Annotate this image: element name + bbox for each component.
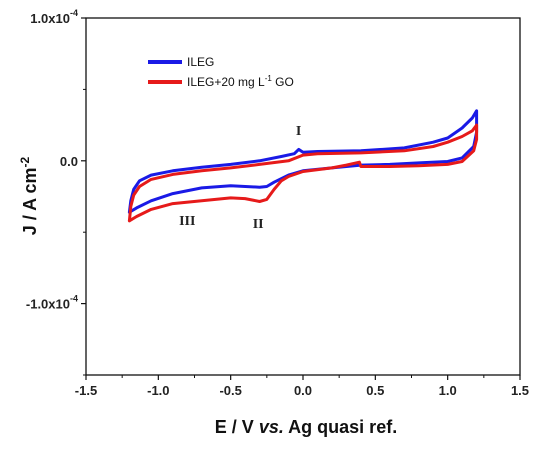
x-tick-label: -0.5 <box>219 383 241 398</box>
annotation-label: III <box>179 214 195 229</box>
x-tick-label: 0.0 <box>294 383 312 398</box>
y-tick-label-sup: -4 <box>70 294 78 304</box>
y-tick-label: -1.0x10-4 <box>26 294 78 312</box>
legend-label: ILEG <box>187 55 214 69</box>
legend-label-tail: GO <box>272 75 294 89</box>
y-tick-label: 0.0 <box>60 154 78 169</box>
x-axis-title-part-3: Ag quasi ref. <box>284 417 397 437</box>
x-axis-title-part-1: E / V <box>215 417 259 437</box>
annotation-label: II <box>253 217 264 232</box>
legend-label: ILEG+20 mg L-1 GO <box>187 74 294 89</box>
x-tick-label: 0.5 <box>366 383 384 398</box>
axis-ticks: -1.5 -1.0 -0.5 0.0 0.5 1.0 1.51.0x10-40.0-1.0x… <box>26 8 529 398</box>
series-group <box>127 109 479 223</box>
legend-label-main: ILEG <box>187 55 214 69</box>
y-tick-label-main: -1.0x10 <box>26 297 70 312</box>
legend: ILEG ILEG+20 mg L-1 GO <box>148 55 294 89</box>
legend-label-main: ILEG+20 mg L <box>187 75 265 89</box>
y-axis-title: J / A cm-2 <box>18 156 40 235</box>
x-axis-title: E / V vs. Ag quasi ref. <box>215 417 397 437</box>
x-tick-label: -1.5 <box>75 383 97 398</box>
series-line-1 <box>127 109 479 214</box>
x-tick-label: -1.0 <box>147 383 169 398</box>
legend-label-sup: -1 <box>265 74 273 83</box>
annotation-label: I <box>296 124 301 139</box>
plot-frame <box>85 17 521 376</box>
series-line-2 <box>127 123 479 223</box>
y-tick-label-sup: -4 <box>70 8 78 18</box>
x-tick-label: 1.0 <box>439 383 457 398</box>
y-axis-title-main: J / A cm <box>20 167 40 235</box>
y-tick-label-main: 0.0 <box>60 154 78 169</box>
y-tick-label: 1.0x10-4 <box>30 8 78 26</box>
y-axis-title-sup: -2 <box>18 156 32 167</box>
x-tick-label: 1.5 <box>511 383 529 398</box>
x-axis-title-part-2: vs. <box>259 417 284 437</box>
y-tick-label-main: 1.0x10 <box>30 11 70 26</box>
